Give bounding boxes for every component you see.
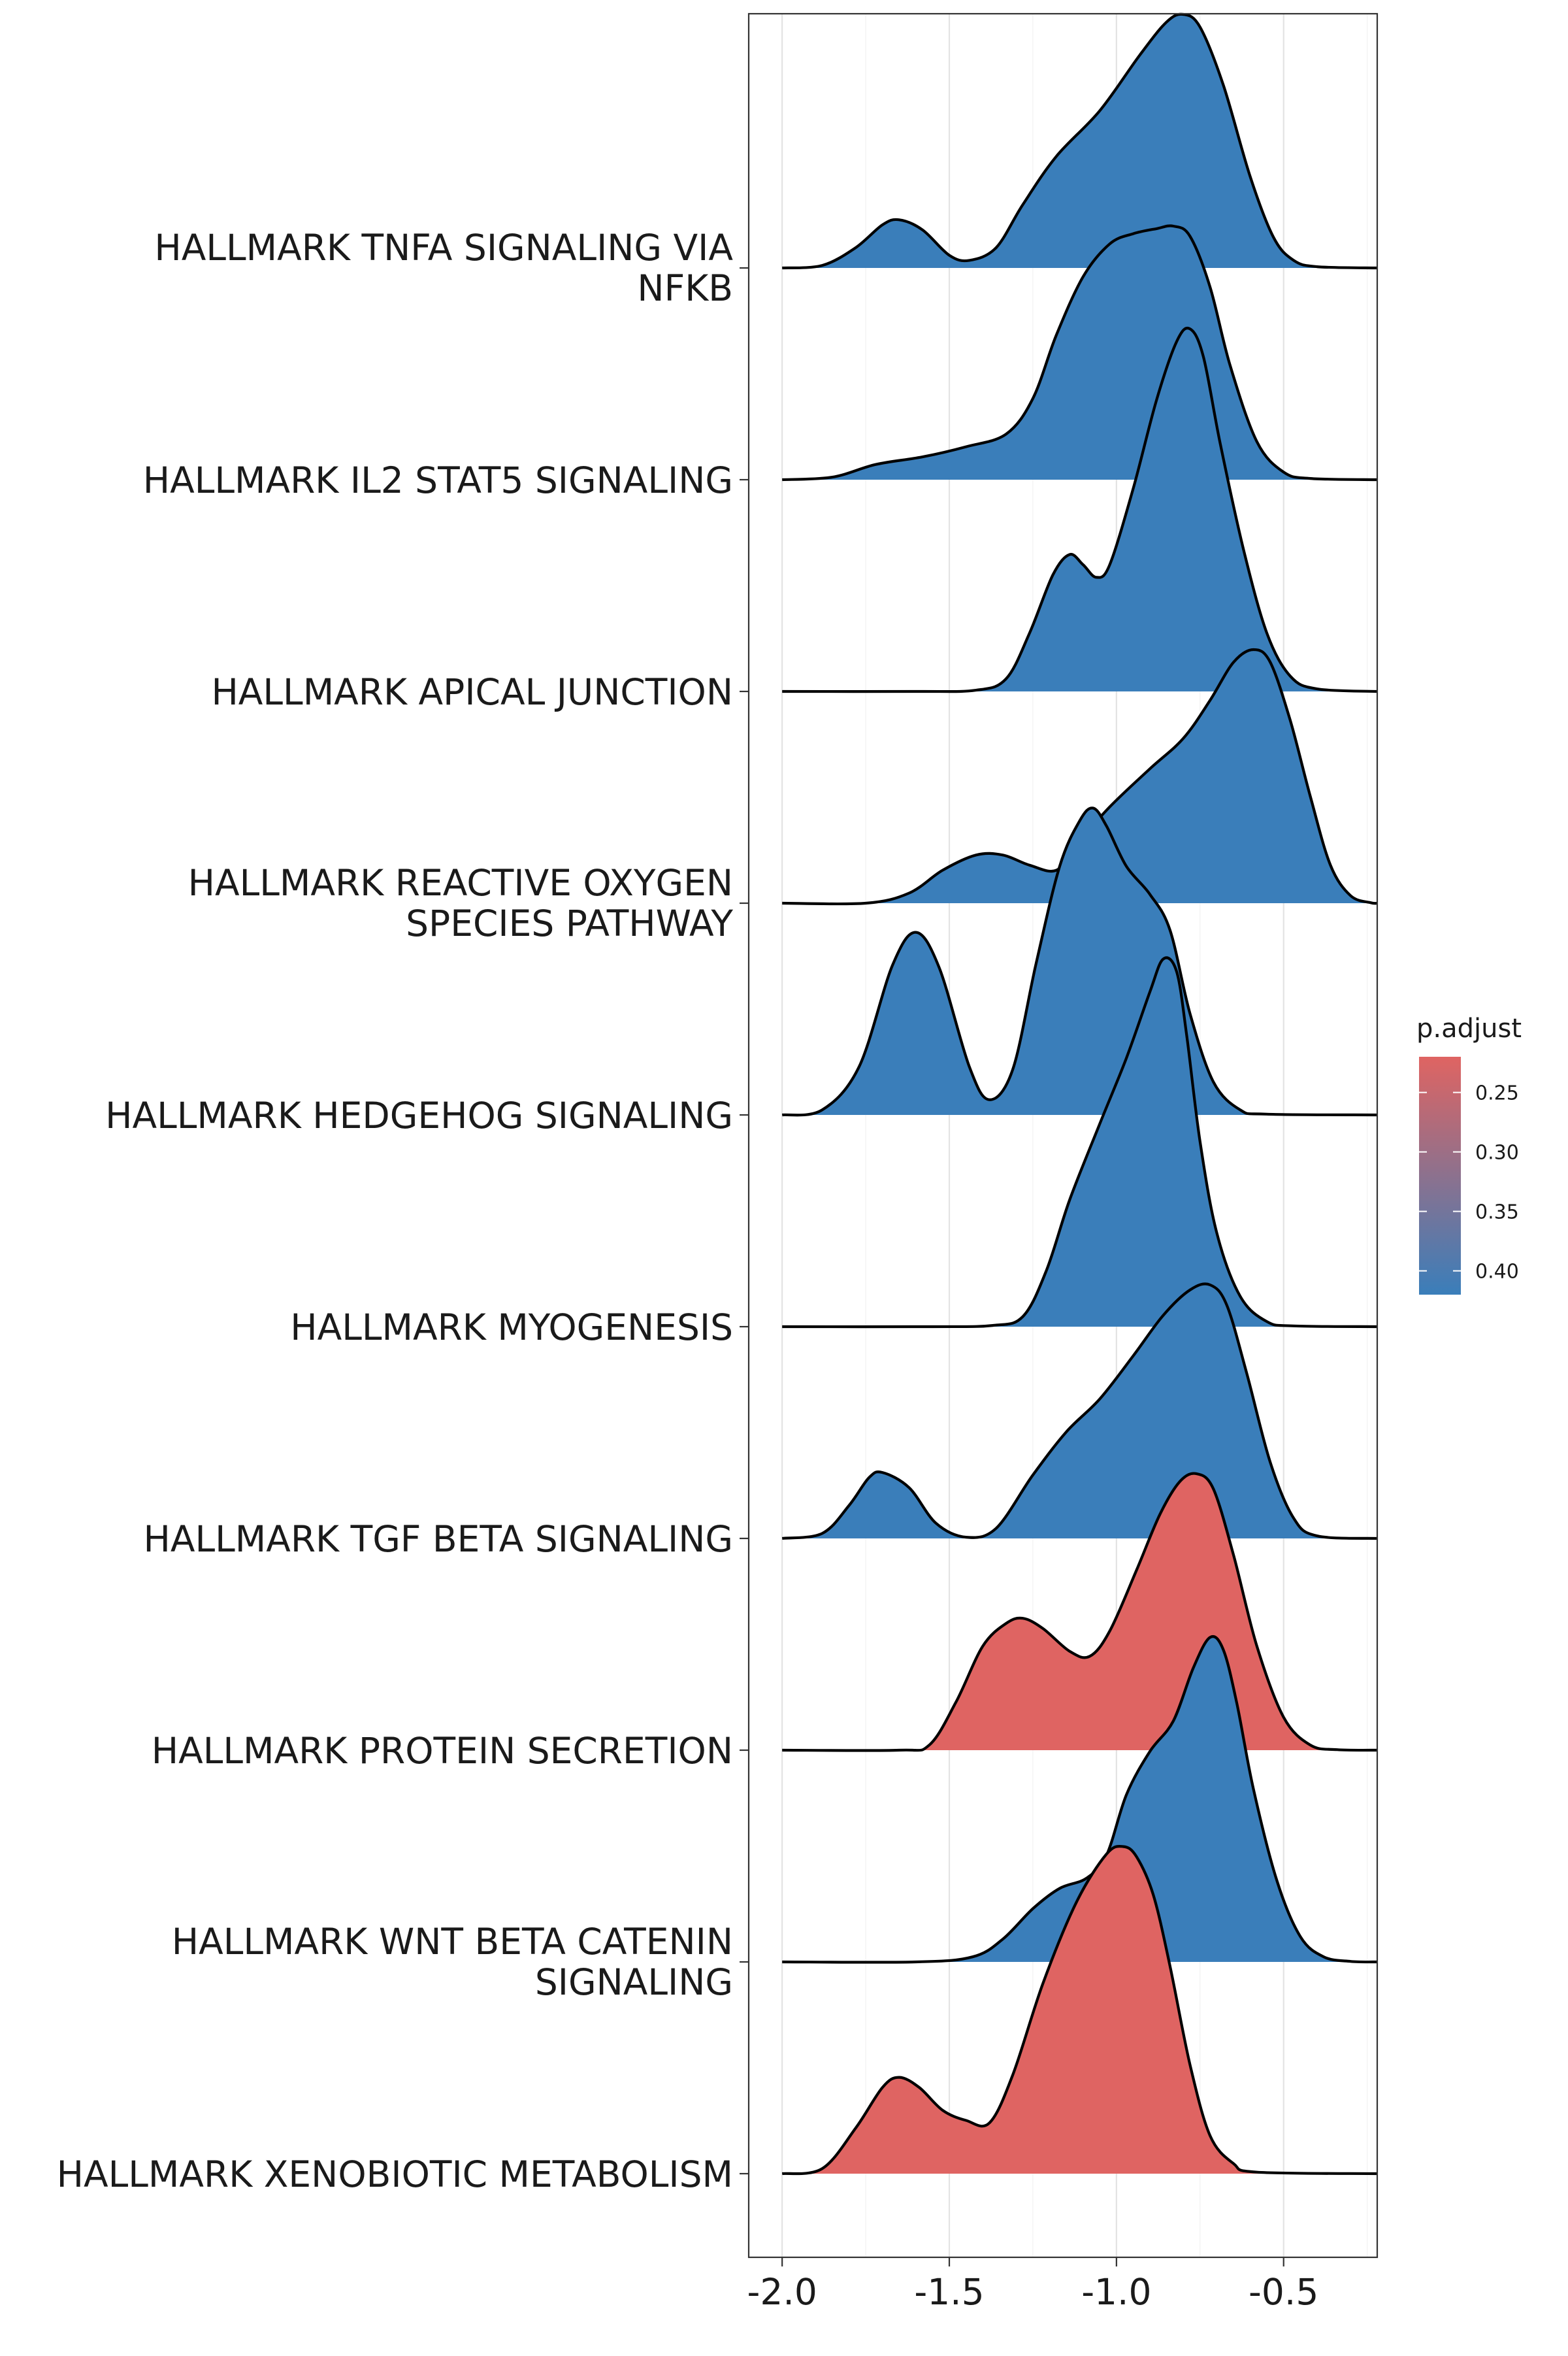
y-tick-label: HALLMARK IL2 STAT5 SIGNALING <box>143 459 733 501</box>
y-tick-label: HALLMARK APICAL JUNCTION <box>211 671 733 713</box>
ridge-outline <box>781 806 1378 1117</box>
ridge-outline <box>782 648 1378 906</box>
ridge-area <box>782 225 1377 480</box>
legend-tick-label: 0.40 <box>1475 1261 1519 1284</box>
ridge-outline <box>781 1844 1378 2176</box>
ridge-outline <box>781 1282 1378 1540</box>
legend-tick-label: 0.25 <box>1475 1082 1519 1105</box>
ridge-area <box>782 1846 1377 2174</box>
y-tick-label: HALLMARK HEDGEHOG SIGNALING <box>105 1095 733 1137</box>
x-tick-label: -0.5 <box>1249 2271 1318 2313</box>
legend-tick-label: 0.35 <box>1475 1201 1519 1224</box>
ridge-outline <box>782 1472 1378 1752</box>
ridge-area <box>782 327 1377 692</box>
ridge-outline <box>782 1635 1378 1964</box>
ridge-area <box>782 808 1377 1116</box>
x-tick-label: -2.0 <box>747 2271 817 2313</box>
panel-border <box>747 12 1379 2259</box>
ridge-area <box>782 14 1377 269</box>
y-tick-label: NFKB <box>637 267 733 309</box>
ridge-area <box>782 957 1377 1327</box>
ridge-outline <box>782 224 1378 482</box>
y-tick-label: SIGNALING <box>535 1961 733 2003</box>
y-tick-label: HALLMARK XENOBIOTIC METABOLISM <box>57 2153 733 2195</box>
x-axis: -2.0 -1.5 -1.0 -0.5 <box>747 2257 1318 2313</box>
x-tick-label: -1.0 <box>1081 2271 1151 2313</box>
y-tick-label: HALLMARK WNT BETA CATENIN <box>172 1921 733 1963</box>
y-tick-label: HALLMARK REACTIVE OXYGEN <box>188 862 733 904</box>
legend-colorbar <box>1419 1057 1461 1295</box>
ridge-outline <box>782 326 1378 693</box>
y-tick-label: HALLMARK TGF BETA SIGNALING <box>143 1518 733 1560</box>
legend-tick-label: 0.30 <box>1475 1142 1519 1165</box>
ridge-area <box>782 1636 1377 1963</box>
ridge-area <box>782 1284 1377 1538</box>
y-tick-label: SPECIES PATHWAY <box>406 903 733 944</box>
x-tick-label: -1.5 <box>914 2271 984 2313</box>
y-tick-label: HALLMARK MYOGENESIS <box>290 1306 733 1348</box>
legend-title: p.adjust <box>1416 1014 1522 1044</box>
y-tick-label: HALLMARK TNFA SIGNALING VIA <box>154 227 733 269</box>
ridge-layer <box>781 12 1378 2176</box>
legend: p.adjust 0.25 0.30 0.35 0.40 <box>1416 1014 1522 1295</box>
ridge-outline <box>782 12 1378 270</box>
ridge-area <box>782 650 1377 904</box>
ridge-outline <box>782 956 1378 1329</box>
y-tick-label: HALLMARK PROTEIN SECRETION <box>152 1730 733 1772</box>
